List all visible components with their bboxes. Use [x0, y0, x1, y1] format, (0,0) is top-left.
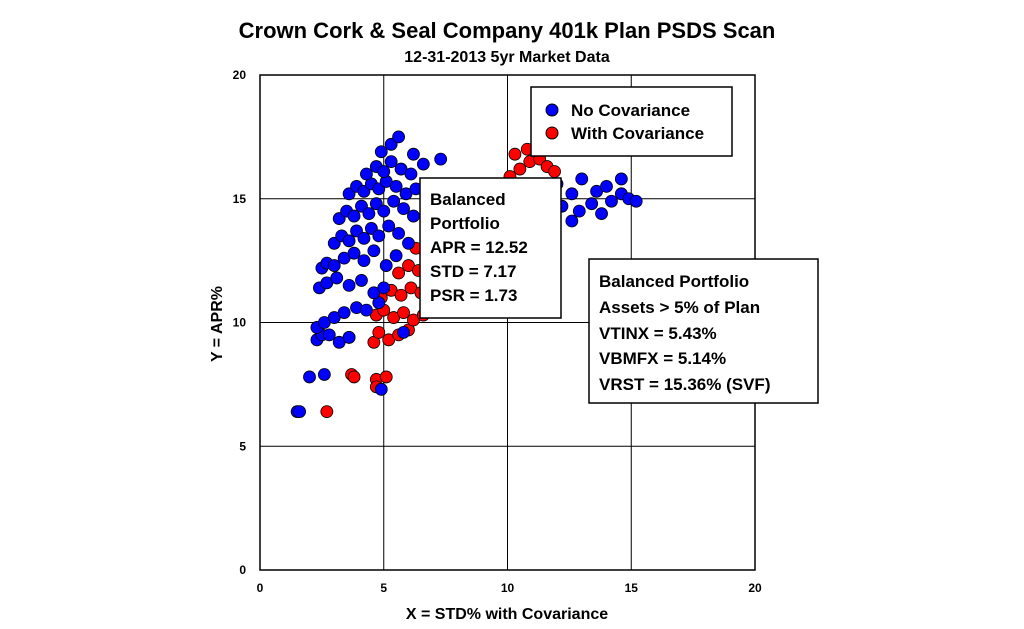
point-no-covariance — [384, 155, 398, 169]
legend-box — [530, 86, 733, 157]
x-axis-label: X = STD% with Covariance — [406, 606, 608, 623]
point-no-covariance — [360, 167, 373, 181]
annotation-2-line-1: Balanced Portfolio — [599, 272, 749, 291]
point-with-covariance — [548, 165, 561, 178]
point-no-covariance — [387, 194, 401, 208]
annotation-1-line-4: STD = 7.17 — [430, 262, 516, 281]
annotation-1-line-5: PSR = 1.73 — [430, 286, 517, 305]
point-no-covariance — [367, 244, 381, 258]
point-no-covariance — [585, 197, 599, 211]
annotation-1-line-2: Portfolio — [430, 214, 500, 233]
point-no-covariance — [360, 303, 373, 317]
point-no-covariance — [330, 271, 344, 285]
chart-title: Crown Cork & Seal Company 401k Plan PSDS… — [239, 18, 776, 43]
x-tick-label: 10 — [501, 581, 515, 595]
point-no-covariance — [357, 254, 371, 268]
point-no-covariance — [342, 278, 356, 292]
point-no-covariance — [605, 194, 618, 208]
point-no-covariance — [404, 167, 418, 181]
point-with-covariance — [394, 288, 408, 302]
point-no-covariance — [392, 226, 406, 240]
point-no-covariance — [357, 231, 371, 245]
point-no-covariance — [374, 382, 388, 396]
point-no-covariance — [389, 179, 403, 193]
point-no-covariance — [347, 209, 361, 223]
x-tick-label: 15 — [625, 581, 639, 595]
point-no-covariance — [347, 246, 361, 260]
annotation-balanced-assets: Balanced Portfolio Assets > 5% of Plan V… — [588, 258, 819, 404]
point-no-covariance — [572, 204, 586, 218]
annotation-balanced-stats: Balanced Portfolio APR = 12.52 STD = 7.1… — [419, 177, 562, 319]
point-with-covariance — [397, 306, 410, 320]
point-no-covariance — [374, 145, 388, 159]
x-tick-label: 5 — [380, 581, 387, 595]
annotation-box-2 — [588, 258, 819, 404]
point-no-covariance — [575, 172, 589, 186]
legend: No Covariance With Covariance — [530, 86, 733, 157]
point-with-covariance — [347, 370, 361, 384]
annotation-1-line-1: Balanced — [430, 190, 506, 209]
point-no-covariance — [565, 214, 579, 228]
chart-subtitle: 12-31-2013 5yr Market Data — [404, 49, 610, 66]
annotation-2-line-2: Assets > 5% of Plan — [599, 298, 760, 317]
point-with-covariance — [379, 370, 393, 384]
point-no-covariance — [377, 165, 391, 178]
point-no-covariance — [362, 207, 376, 221]
point-no-covariance — [629, 194, 643, 208]
point-no-covariance — [342, 234, 356, 248]
annotation-box-1 — [419, 177, 562, 319]
point-no-covariance — [379, 259, 393, 272]
point-no-covariance — [416, 157, 430, 171]
point-no-covariance — [600, 179, 613, 193]
point-no-covariance — [317, 368, 331, 381]
annotation-2-line-3: VTINX = 5.43% — [599, 324, 717, 343]
point-with-covariance — [513, 162, 527, 176]
legend-marker-no-covariance — [545, 103, 559, 117]
point-no-covariance — [614, 172, 628, 186]
point-no-covariance — [303, 370, 316, 384]
point-no-covariance — [342, 330, 356, 344]
point-no-covariance — [337, 306, 351, 320]
point-no-covariance — [392, 130, 406, 144]
legend-marker-with-covariance — [545, 126, 559, 140]
point-with-covariance — [392, 266, 406, 280]
y-tick-label: 15 — [233, 192, 247, 206]
point-no-covariance — [322, 328, 336, 342]
annotation-1-line-3: APR = 12.52 — [430, 238, 528, 257]
point-no-covariance — [382, 219, 396, 233]
point-no-covariance — [372, 229, 386, 243]
annotation-2-line-4: VBMFX = 5.14% — [599, 349, 726, 368]
annotation-2-line-5: VRST = 15.36% (SVF) — [599, 375, 770, 394]
point-no-covariance — [407, 209, 420, 223]
point-with-covariance — [372, 325, 386, 339]
x-tick-label: 0 — [257, 581, 264, 595]
point-no-covariance — [397, 202, 410, 216]
point-no-covariance — [327, 259, 341, 272]
legend-label-with-covariance: With Covariance — [571, 124, 704, 143]
y-tick-label: 0 — [239, 563, 246, 577]
legend-label-no-covariance: No Covariance — [571, 101, 690, 120]
point-no-covariance — [407, 147, 420, 161]
point-no-covariance — [402, 236, 415, 250]
point-no-covariance — [377, 204, 391, 218]
point-no-covariance — [389, 249, 403, 263]
point-no-covariance — [434, 152, 448, 166]
y-tick-label: 10 — [233, 316, 247, 330]
point-no-covariance — [595, 207, 608, 221]
x-tick-label: 20 — [748, 581, 762, 595]
point-no-covariance — [565, 187, 579, 201]
point-with-covariance — [320, 405, 334, 419]
point-no-covariance — [355, 274, 368, 287]
point-no-covariance — [397, 325, 410, 339]
y-axis-label: Y = APR% — [209, 286, 226, 362]
point-with-covariance — [508, 147, 522, 161]
y-tick-label: 5 — [239, 439, 246, 453]
point-no-covariance — [293, 405, 307, 419]
y-tick-label: 20 — [233, 68, 247, 82]
point-no-covariance — [377, 281, 391, 295]
